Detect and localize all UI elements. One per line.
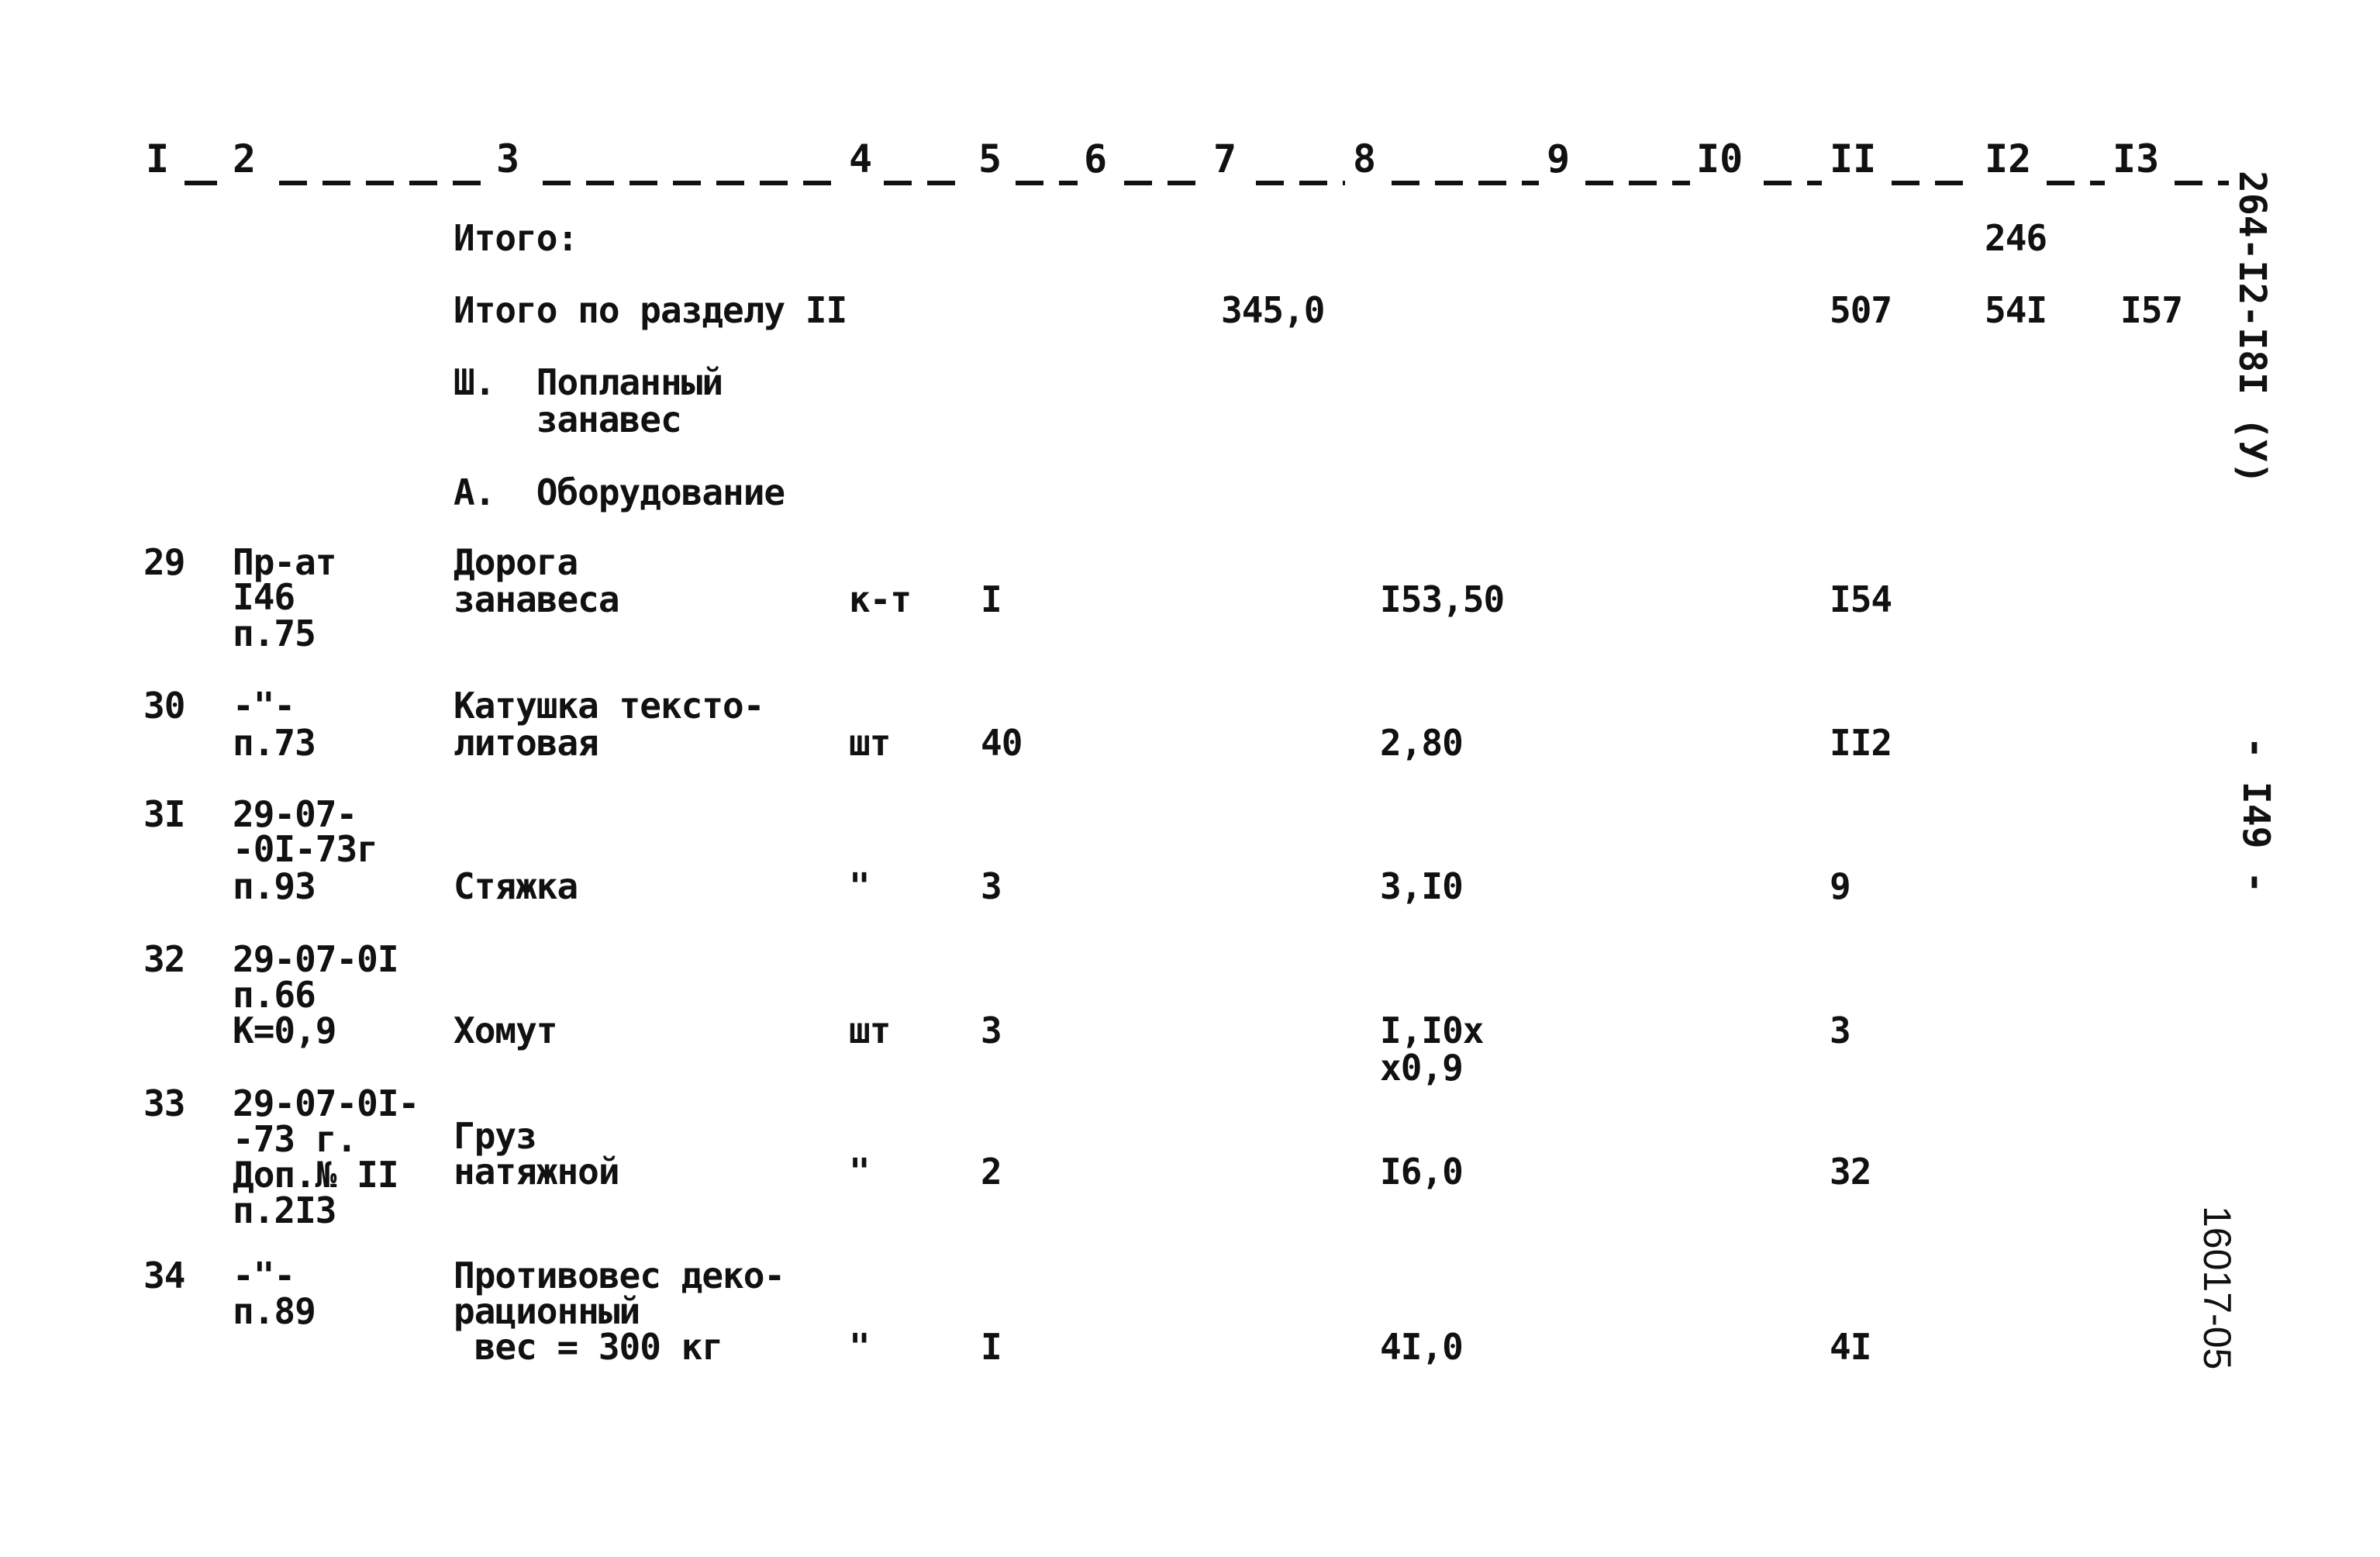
row-name-line: Хомут xyxy=(454,1010,557,1051)
row-name-line: Катушка тексто- xyxy=(454,685,764,727)
col-header-10: I0 xyxy=(1696,136,1744,181)
row-name-line: занавеса xyxy=(454,578,620,620)
col-header-7: 7 xyxy=(1213,136,1237,181)
section-title-line2: занавес xyxy=(454,399,682,440)
row-code-line: -"- xyxy=(233,1255,295,1296)
page-number: - I49 - xyxy=(2234,737,2278,894)
row-code-line: Пр-ат xyxy=(233,541,336,583)
row-code-line: I46 xyxy=(233,576,295,618)
col-header-5: 5 xyxy=(978,136,1002,181)
row-number: 29 xyxy=(143,541,185,583)
header-dash xyxy=(279,181,482,185)
row-total: I54 xyxy=(1830,578,1892,620)
row-price: 4I,0 xyxy=(1380,1326,1464,1368)
row-name-line: рационный xyxy=(454,1290,640,1332)
row-code-line: п.93 xyxy=(233,865,316,907)
row-code-line: п.2I3 xyxy=(233,1189,336,1231)
row-code-line: -0I-73г xyxy=(233,828,378,870)
row-qty: I xyxy=(981,578,1002,620)
header-dash xyxy=(2047,181,2105,185)
document-code: 264-I2-I8I (У) xyxy=(2230,171,2274,485)
subsection-title: А. Оборудование xyxy=(454,471,785,513)
row-name-line: вес = 300 кг xyxy=(454,1326,723,1368)
row-qty: 3 xyxy=(981,865,1002,907)
header-dash xyxy=(2175,181,2229,185)
row-code-line: 29-07-0I xyxy=(233,938,399,980)
row-price: x0,9 xyxy=(1380,1047,1464,1089)
row-number: 32 xyxy=(143,938,185,980)
row-name-line: Груз xyxy=(454,1115,537,1157)
row-qty: 2 xyxy=(981,1151,1002,1193)
header-dash xyxy=(1892,181,1977,185)
row-number: 3I xyxy=(143,793,185,835)
section-total-col7: 345,0 xyxy=(1221,289,1325,331)
row-code-line: п.75 xyxy=(233,613,316,654)
row-code-line: Доп.№ II xyxy=(233,1154,399,1196)
row-qty: 3 xyxy=(981,1010,1002,1051)
header-dash xyxy=(543,181,841,185)
row-unit: " xyxy=(849,1326,871,1368)
row-code-line: п.66 xyxy=(233,974,316,1016)
row-number: 34 xyxy=(143,1255,185,1296)
row-price: I6,0 xyxy=(1380,1151,1464,1193)
row-total: II2 xyxy=(1830,722,1892,764)
row-name-line: Противовес деко- xyxy=(454,1255,785,1296)
header-dash xyxy=(1256,181,1345,185)
section-total-col11: 507 xyxy=(1830,289,1892,331)
row-unit: " xyxy=(849,1151,871,1193)
header-dash xyxy=(884,181,969,185)
col-header-9: 9 xyxy=(1547,136,1571,181)
row-unit: " xyxy=(849,865,871,907)
archive-number: 16017-05 xyxy=(2195,1206,2239,1370)
row-name-line: Стяжка xyxy=(454,865,578,907)
row-unit: к-т xyxy=(849,578,912,620)
col-header-13: I3 xyxy=(2113,136,2160,181)
row-code-line: п.73 xyxy=(233,722,316,764)
row-total: 4I xyxy=(1830,1326,1871,1368)
row-total: 3 xyxy=(1830,1010,1851,1051)
header-dash xyxy=(1392,181,1539,185)
header-dash xyxy=(185,181,217,185)
col-header-6: 6 xyxy=(1084,136,1108,181)
header-dash xyxy=(1585,181,1690,185)
section-total-label: Итого по разделу II xyxy=(454,289,847,331)
header-dash xyxy=(1124,181,1206,185)
col-header-2: 2 xyxy=(233,136,257,181)
row-code-line: К=0,9 xyxy=(233,1010,336,1051)
itogo-col12: 246 xyxy=(1985,217,2047,259)
row-price: 3,I0 xyxy=(1380,865,1464,907)
row-price: I,I0x xyxy=(1380,1010,1484,1051)
section-title-line1: Ш. Попланный xyxy=(454,361,723,403)
row-name-line: натяжной xyxy=(454,1151,620,1193)
row-name-line: Дорога xyxy=(454,541,578,583)
row-price: 2,80 xyxy=(1380,722,1464,764)
row-code-line: -73 г. xyxy=(233,1118,357,1160)
col-header-1: I xyxy=(146,136,170,181)
row-price: I53,50 xyxy=(1380,578,1505,620)
row-unit: шт xyxy=(849,722,891,764)
section-total-col13: I57 xyxy=(2120,289,2183,331)
row-number: 33 xyxy=(143,1082,185,1124)
row-number: 30 xyxy=(143,685,185,727)
row-code-line: 29-07-0I- xyxy=(233,1082,419,1124)
col-header-4: 4 xyxy=(849,136,873,181)
row-unit: шт xyxy=(849,1010,891,1051)
col-header-12: I2 xyxy=(1985,136,2032,181)
itogo-label: Итого: xyxy=(454,217,578,259)
row-total: 9 xyxy=(1830,865,1851,907)
row-total: 32 xyxy=(1830,1151,1871,1193)
row-name-line: литовая xyxy=(454,722,599,764)
col-header-11: II xyxy=(1830,136,1877,181)
col-header-8: 8 xyxy=(1353,136,1377,181)
header-dash xyxy=(1016,181,1078,185)
row-qty: I xyxy=(981,1326,1002,1368)
row-code-line: 29-07- xyxy=(233,793,357,835)
section-total-col12: 54I xyxy=(1985,289,2047,331)
row-code-line: -"- xyxy=(233,685,295,727)
col-header-3: 3 xyxy=(496,136,520,181)
row-qty: 40 xyxy=(981,722,1023,764)
header-dash xyxy=(1764,181,1822,185)
row-code-line: п.89 xyxy=(233,1290,316,1332)
